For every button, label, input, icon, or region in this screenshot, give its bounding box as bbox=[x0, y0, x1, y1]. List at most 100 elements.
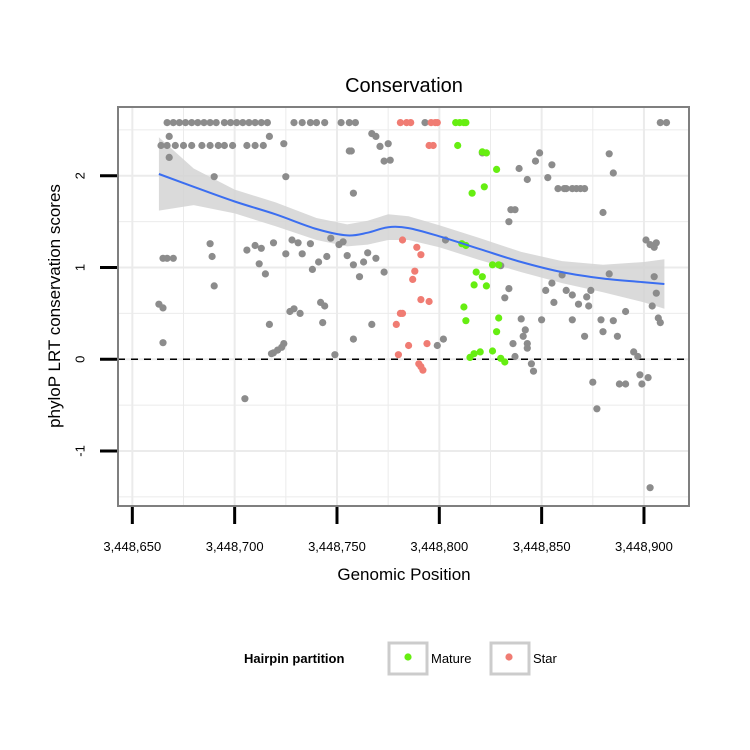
point-other bbox=[241, 395, 249, 403]
point-other bbox=[163, 254, 171, 262]
point-other bbox=[280, 140, 288, 148]
point-star bbox=[405, 341, 413, 350]
point-other bbox=[599, 208, 607, 217]
point-mature bbox=[468, 189, 476, 197]
point-other bbox=[368, 320, 376, 328]
point-other bbox=[306, 240, 314, 248]
point-other bbox=[517, 315, 525, 323]
point-star bbox=[419, 366, 427, 374]
point-other bbox=[630, 348, 638, 356]
x-axis-ticks: 3,448,650 3,448,700 3,448,750 3,448,800 3,44… bbox=[103, 507, 673, 554]
chart-title: Conservation bbox=[345, 75, 463, 97]
x-tick-label: 3,448,700 bbox=[206, 539, 264, 554]
point-other bbox=[210, 282, 218, 290]
point-other bbox=[265, 320, 273, 328]
point-other bbox=[568, 316, 576, 324]
y-tick-label: -1 bbox=[73, 445, 88, 457]
point-other bbox=[349, 261, 357, 269]
point-mature bbox=[495, 261, 503, 269]
point-star bbox=[425, 297, 433, 306]
point-other bbox=[372, 132, 380, 140]
point-star bbox=[417, 251, 425, 259]
point-other bbox=[208, 252, 216, 261]
point-other bbox=[290, 119, 298, 127]
point-other bbox=[169, 254, 177, 262]
y-axis-label: phyloP LRT conservation scores bbox=[45, 184, 64, 428]
plot-panel-border bbox=[117, 106, 690, 507]
point-mature bbox=[462, 317, 470, 325]
point-other bbox=[605, 270, 613, 278]
smooth-trend-line bbox=[158, 173, 665, 285]
point-other bbox=[245, 119, 253, 127]
point-other bbox=[169, 119, 177, 127]
point-other bbox=[194, 119, 202, 127]
point-other bbox=[585, 302, 593, 310]
point-star bbox=[431, 119, 439, 127]
point-other bbox=[501, 294, 509, 302]
point-other bbox=[529, 367, 538, 375]
point-other bbox=[159, 339, 167, 347]
point-other bbox=[255, 260, 263, 268]
legend-label-star: Star bbox=[533, 651, 558, 666]
point-other bbox=[229, 141, 237, 150]
point-other bbox=[251, 141, 259, 150]
point-other bbox=[656, 319, 664, 327]
point-star bbox=[407, 119, 415, 127]
point-other bbox=[662, 119, 671, 127]
point-mature bbox=[501, 358, 509, 366]
point-other bbox=[372, 254, 380, 262]
point-other bbox=[634, 352, 642, 361]
point-other bbox=[233, 119, 241, 127]
point-other bbox=[198, 141, 206, 150]
point-other bbox=[622, 380, 630, 388]
point-other bbox=[282, 250, 290, 258]
point-other bbox=[519, 332, 527, 340]
point-other bbox=[181, 119, 190, 127]
point-other bbox=[163, 119, 171, 127]
point-other bbox=[257, 244, 265, 252]
point-other bbox=[349, 189, 357, 197]
x-axis-label: Genomic Position bbox=[337, 565, 470, 584]
point-other bbox=[200, 119, 208, 127]
point-other bbox=[157, 141, 165, 150]
point-mature bbox=[466, 353, 474, 361]
point-other bbox=[439, 335, 447, 343]
point-mature bbox=[480, 183, 488, 191]
point-other bbox=[650, 273, 658, 281]
point-other bbox=[622, 307, 630, 316]
point-other bbox=[511, 206, 519, 214]
point-other bbox=[321, 119, 329, 127]
point-other bbox=[613, 332, 622, 340]
point-other bbox=[562, 185, 570, 193]
point-other bbox=[171, 141, 179, 150]
point-other bbox=[380, 268, 388, 276]
point-other bbox=[296, 309, 304, 317]
point-other bbox=[339, 238, 347, 246]
point-star bbox=[423, 340, 431, 348]
point-other bbox=[175, 119, 183, 127]
point-other bbox=[206, 240, 214, 248]
legend-swatch-star bbox=[505, 653, 513, 661]
point-star bbox=[417, 296, 425, 304]
point-other bbox=[536, 149, 544, 157]
point-star bbox=[429, 141, 437, 150]
point-other bbox=[364, 249, 372, 257]
point-star bbox=[409, 275, 417, 283]
point-star bbox=[396, 119, 404, 127]
point-other bbox=[257, 119, 265, 127]
point-other bbox=[243, 246, 251, 254]
point-other bbox=[386, 156, 394, 164]
point-other bbox=[351, 119, 359, 127]
point-other bbox=[523, 175, 531, 184]
point-mature bbox=[470, 281, 478, 289]
point-other bbox=[583, 293, 591, 301]
legend-label-mature: Mature bbox=[431, 651, 471, 666]
point-other bbox=[550, 298, 558, 306]
point-other bbox=[642, 236, 650, 244]
point-other bbox=[638, 380, 646, 388]
point-other bbox=[206, 119, 214, 127]
point-other bbox=[384, 140, 392, 148]
point-mature bbox=[462, 119, 470, 127]
point-other bbox=[523, 344, 531, 352]
